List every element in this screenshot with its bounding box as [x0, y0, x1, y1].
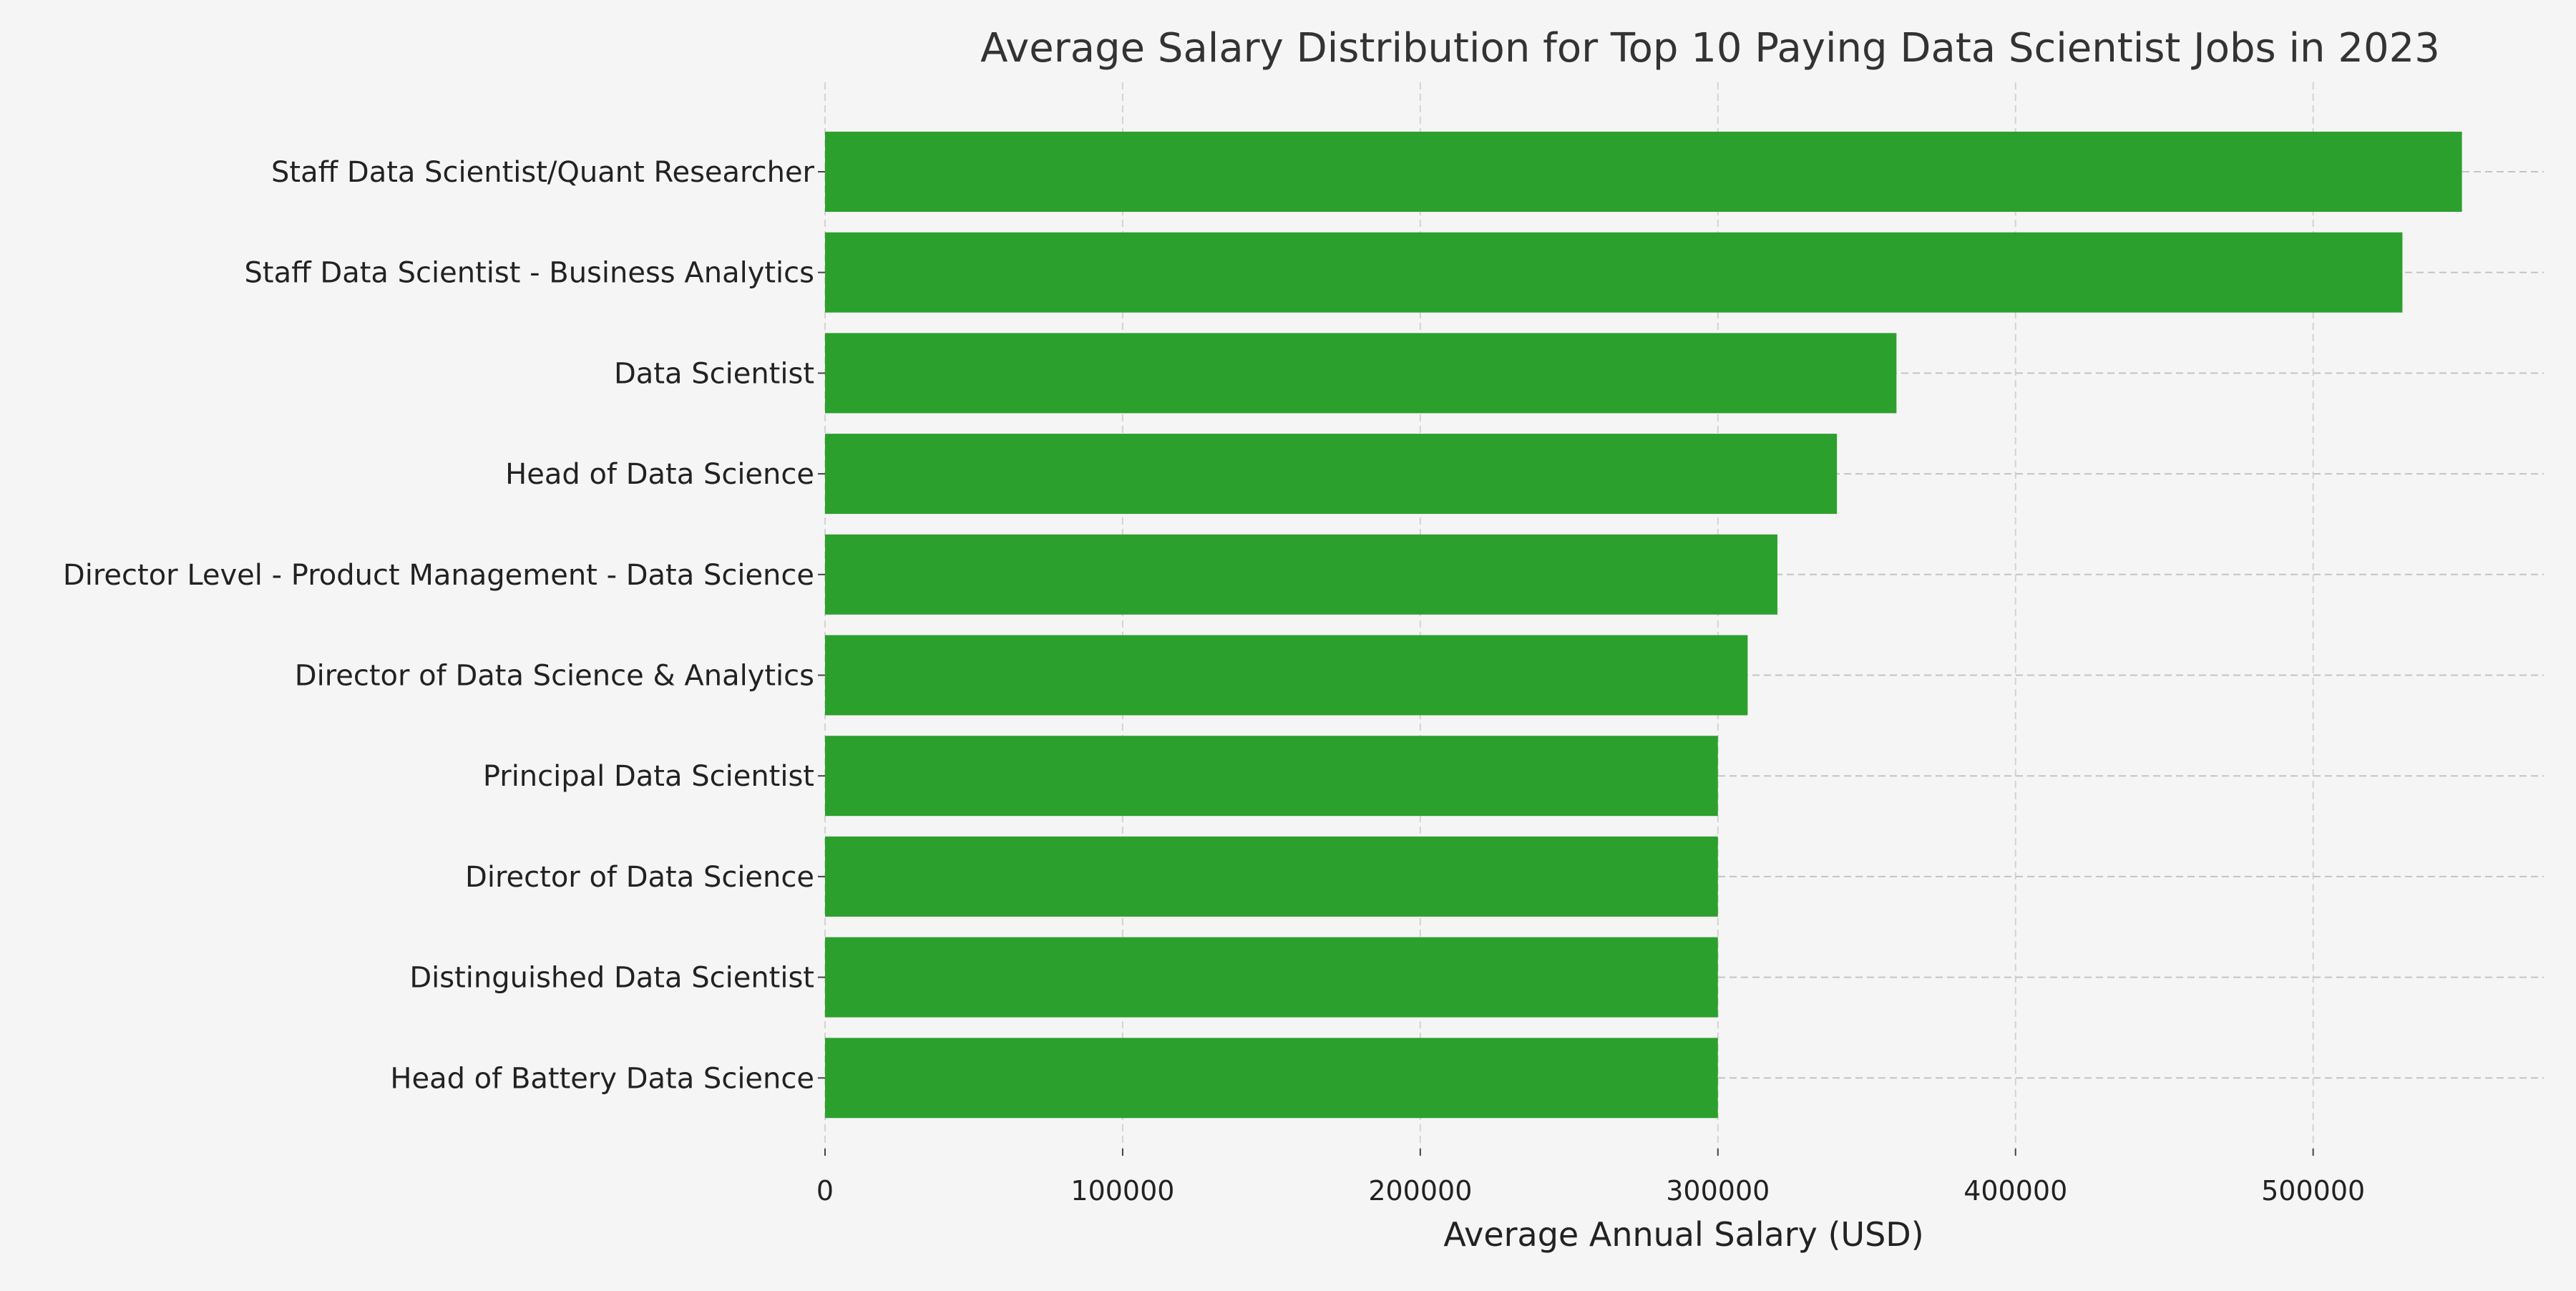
y-tick-label: Director Level - Product Management - Da… — [63, 559, 814, 592]
bar — [825, 534, 1777, 615]
y-tick-label: Head of Battery Data Science — [390, 1062, 814, 1095]
x-tick-label: 200000 — [1368, 1175, 1472, 1207]
y-tick-label: Principal Data Scientist — [483, 760, 814, 793]
y-tick-label: Director of Data Science & Analytics — [295, 660, 814, 693]
bar — [825, 937, 1718, 1018]
bar — [825, 232, 2403, 313]
bar — [825, 736, 1718, 817]
y-tick-label: Staff Data Scientist/Quant Researcher — [271, 156, 815, 189]
x-axis-label: Average Annual Salary (USD) — [1443, 1215, 1923, 1254]
x-tick-labels: 0 100000 200000 300000 400000 500000 — [816, 1149, 2365, 1207]
y-tick-label: Distinguished Data Scientist — [409, 962, 814, 995]
bar — [825, 434, 1838, 515]
bar — [825, 836, 1718, 917]
x-tick-label: 300000 — [1666, 1175, 1770, 1207]
y-tick-label: Director of Data Science — [465, 861, 814, 894]
y-tick-labels: Staff Data Scientist/Quant Researcher Sta… — [63, 156, 825, 1095]
bars — [825, 132, 2462, 1119]
y-tick-label: Data Scientist — [614, 357, 814, 390]
bar — [825, 635, 1748, 716]
y-tick-label: Staff Data Scientist - Business Analytic… — [245, 257, 814, 290]
y-tick-label: Head of Data Science — [505, 458, 814, 491]
x-tick-label: 500000 — [2261, 1175, 2365, 1207]
x-tick-label: 400000 — [1963, 1175, 2067, 1207]
bar — [825, 1038, 1718, 1119]
x-tick-label: 0 — [816, 1175, 834, 1207]
bar — [825, 132, 2462, 212]
chart-title: Average Salary Distribution for Top 10 P… — [980, 25, 2440, 72]
bar — [825, 333, 1897, 414]
x-tick-label: 100000 — [1070, 1175, 1174, 1207]
